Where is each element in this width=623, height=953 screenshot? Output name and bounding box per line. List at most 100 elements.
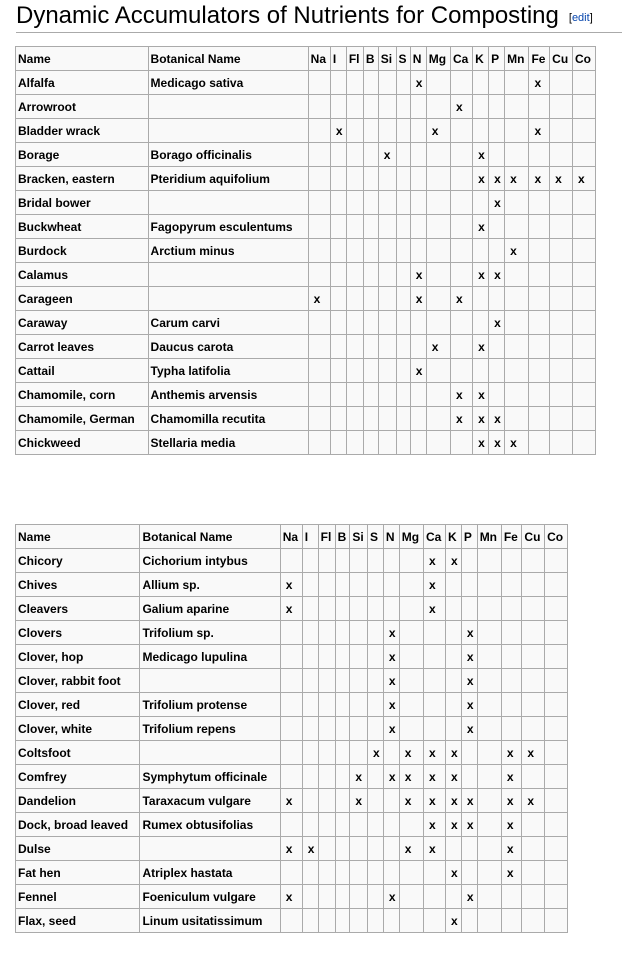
nutrient-cell-ca	[422, 668, 446, 693]
nutrient-cell-p	[488, 118, 506, 143]
nutrient-cell-b	[334, 884, 351, 909]
nutrient-cell-n	[409, 118, 427, 143]
nutrient-cell-mg	[398, 644, 424, 669]
nutrient-cell-fl	[317, 572, 336, 597]
table-row: Fat hen Atriplex hastata x x	[14, 860, 568, 885]
nutrient-cell-co	[544, 740, 568, 765]
nutrient-cell-na	[307, 70, 331, 95]
nutrient-cell-na	[307, 142, 331, 167]
nutrient-cell-ca	[450, 430, 474, 455]
nutrient-cell-si	[349, 836, 369, 861]
table-row: Chickweed Stellaria media x x x	[15, 430, 596, 455]
nutrient-cell-k	[472, 118, 490, 143]
botanical-name: Atriplex hastata	[139, 860, 281, 885]
nutrient-cell-co	[544, 908, 568, 933]
nutrient-cell-p	[488, 238, 506, 263]
column-header-fl: Fl	[317, 524, 336, 549]
nutrient-cell-i	[301, 668, 319, 693]
nutrient-cell-ca	[450, 334, 474, 359]
nutrient-cell-b	[334, 764, 351, 789]
nutrient-cell-i	[301, 884, 319, 909]
nutrient-cell-cu	[549, 310, 574, 335]
nutrient-cell-cu	[521, 668, 546, 693]
nutrient-cell-ca: x	[422, 764, 446, 789]
nutrient-cell-cu: x	[549, 166, 574, 191]
nutrient-cell-na: x	[279, 836, 303, 861]
botanical-name: Pteridium aquifolium	[147, 166, 309, 191]
botanical-name	[147, 190, 309, 215]
nutrient-cell-k	[472, 70, 490, 95]
nutrient-cell-ca: x	[450, 406, 474, 431]
nutrient-cell-i	[301, 596, 319, 621]
nutrient-cell-si	[377, 430, 397, 455]
nutrient-cell-k: x	[444, 908, 462, 933]
nutrient-cell-fe: x	[528, 118, 551, 143]
nutrient-cell-fe	[528, 406, 551, 431]
nutrient-cell-n: x	[382, 668, 400, 693]
plant-name: Bracken, eastern	[15, 166, 149, 191]
nutrient-cell-fe: x	[500, 788, 523, 813]
nutrient-cell-mg	[398, 548, 424, 573]
table-row: Chicory Cichorium intybus x x	[14, 548, 568, 573]
nutrient-cell-ca	[422, 644, 446, 669]
nutrient-cell-b	[362, 310, 379, 335]
nutrient-cell-si	[377, 166, 397, 191]
nutrient-cell-i	[301, 692, 319, 717]
nutrient-cell-k: x	[472, 214, 490, 239]
nutrient-cell-ca: x	[422, 836, 446, 861]
nutrient-cell-cu	[521, 836, 546, 861]
nutrient-cell-co	[572, 310, 596, 335]
nutrient-cell-mn	[476, 836, 502, 861]
nutrient-cell-p	[488, 214, 506, 239]
nutrient-cell-i	[301, 908, 319, 933]
nutrient-cell-fl	[317, 788, 336, 813]
nutrient-cell-mn	[504, 358, 530, 383]
column-header-si: Si	[377, 46, 397, 71]
botanical-name	[139, 836, 281, 861]
nutrient-cell-mg	[425, 190, 452, 215]
nutrient-cell-cu	[521, 548, 546, 573]
nutrient-cell-i	[329, 310, 347, 335]
nutrient-cell-co	[544, 764, 568, 789]
column-header-s: S	[395, 46, 411, 71]
plant-name: Fat hen	[14, 860, 141, 885]
nutrient-cell-i	[329, 70, 347, 95]
plant-name: Chives	[14, 572, 141, 597]
nutrient-cell-fl	[345, 70, 364, 95]
nutrient-cell-co	[544, 836, 568, 861]
nutrient-cell-na: x	[279, 884, 303, 909]
nutrient-cell-fl	[317, 812, 336, 837]
edit-link[interactable]: edit	[571, 12, 590, 24]
nutrient-cell-k: x	[444, 548, 462, 573]
plant-name: Clover, hop	[14, 644, 141, 669]
nutrient-cell-ca	[422, 908, 446, 933]
nutrient-cell-mg	[425, 382, 452, 407]
nutrient-cell-si	[349, 668, 369, 693]
nutrient-cell-mg	[398, 884, 424, 909]
nutrient-cell-p	[460, 836, 478, 861]
plant-name: Carrot leaves	[15, 334, 149, 359]
nutrient-cell-na	[307, 430, 331, 455]
plant-name: Alfalfa	[15, 70, 149, 95]
nutrient-cell-p: x	[488, 166, 506, 191]
nutrient-cell-b	[334, 740, 351, 765]
nutrient-cell-ca: x	[422, 572, 446, 597]
nutrient-cell-n	[409, 382, 427, 407]
column-header-botanical-name: Botanical Name	[139, 524, 281, 549]
nutrient-cell-ca: x	[422, 788, 446, 813]
nutrient-cell-p	[460, 764, 478, 789]
nutrient-cell-na	[307, 310, 331, 335]
nutrient-cell-fl	[317, 860, 336, 885]
nutrient-cell-s	[367, 596, 384, 621]
botanical-name: Typha latifolia	[147, 358, 309, 383]
nutrient-cell-na	[279, 812, 303, 837]
nutrient-cell-si	[349, 620, 369, 645]
column-header-k: K	[444, 524, 462, 549]
nutrient-cell-na: x	[279, 788, 303, 813]
nutrient-cell-na	[307, 190, 331, 215]
nutrient-cell-na	[279, 644, 303, 669]
nutrient-cell-i: x	[301, 836, 319, 861]
nutrient-cell-na	[279, 668, 303, 693]
nutrient-cell-fl	[345, 142, 364, 167]
nutrient-cell-ca	[422, 716, 446, 741]
